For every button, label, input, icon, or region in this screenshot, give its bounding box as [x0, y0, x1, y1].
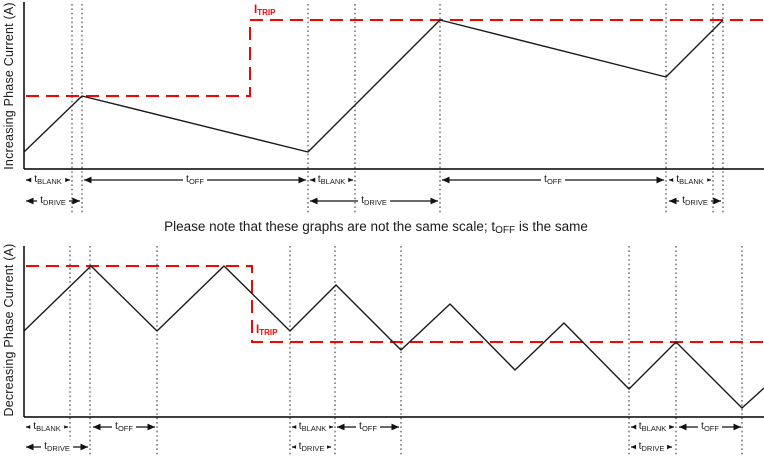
- label-subscript: BLANK: [679, 177, 704, 187]
- label-subscript: BLANK: [37, 177, 62, 187]
- itrip-label: ITRIP: [256, 324, 278, 337]
- t-drive-label: tDRIVE: [635, 440, 668, 454]
- label-base: t: [676, 173, 680, 186]
- label-base: t: [682, 194, 685, 207]
- label-base: t: [544, 173, 547, 186]
- label-base: t: [359, 420, 362, 433]
- label-subscript: TRIP: [259, 328, 278, 337]
- itrip-threshold-line: [26, 265, 764, 343]
- label-base: t: [40, 194, 43, 207]
- t-blank-label: tBLANK: [635, 420, 670, 434]
- label-subscript: BLANK: [36, 424, 61, 434]
- label-base: t: [186, 173, 189, 186]
- t-drive-label: tDRIVE: [358, 194, 390, 208]
- label-subscript: DRIVE: [301, 444, 325, 454]
- phase-current-waveform: [23, 19, 724, 153]
- label-subscript: TRIP: [257, 8, 276, 17]
- scale-note-subscript: OFF: [495, 225, 516, 236]
- t-drive-label: tDRIVE: [41, 440, 73, 454]
- label-base: t: [361, 194, 364, 207]
- label-subscript: OFF: [117, 424, 133, 434]
- t-drive-label: tDRIVE: [295, 440, 328, 454]
- label-subscript: OFF: [188, 177, 204, 187]
- scale-note: Please note that these graphs are not th…: [0, 219, 752, 236]
- label-subscript: DRIVE: [641, 444, 665, 454]
- t-off-label: tOFF: [698, 420, 722, 434]
- label-subscript: OFF: [703, 424, 719, 434]
- label-subscript: OFF: [546, 177, 562, 187]
- t-off-label: tOFF: [183, 173, 207, 187]
- label-subscript: DRIVE: [364, 198, 387, 208]
- t-off-label: tOFF: [541, 173, 565, 187]
- t-blank-label: tBLANK: [30, 420, 64, 434]
- label-base: I: [256, 324, 260, 336]
- itrip-label: ITRIP: [254, 4, 276, 17]
- label-base: I: [254, 4, 258, 16]
- label-subscript: BLANK: [641, 424, 667, 434]
- label-base: t: [34, 173, 38, 186]
- label-subscript: DRIVE: [685, 198, 708, 208]
- label-base: t: [317, 173, 321, 186]
- y-axis-label: Increasing Phase Current (A): [2, 2, 16, 170]
- phase-current-waveform: [23, 265, 764, 409]
- label-subscript: OFF: [361, 424, 377, 434]
- label-base: t: [298, 440, 302, 453]
- label-base: t: [298, 420, 302, 433]
- label-base: t: [33, 420, 37, 433]
- label-subscript: DRIVE: [43, 198, 66, 208]
- t-blank-label: tBLANK: [295, 420, 330, 434]
- label-base: t: [638, 420, 642, 433]
- itrip-threshold-line: [26, 19, 764, 97]
- t-blank-label: tBLANK: [673, 173, 707, 187]
- scale-note-prefix: Please note that these graphs are not th…: [164, 219, 496, 234]
- t-off-label: tOFF: [112, 420, 136, 434]
- label-base: t: [115, 420, 118, 433]
- t-blank-label: tBLANK: [31, 173, 65, 187]
- y-axis-label: Decreasing Phase Current (A): [2, 243, 16, 417]
- label-base: t: [44, 440, 47, 453]
- label-subscript: BLANK: [301, 424, 327, 434]
- label-subscript: BLANK: [320, 177, 346, 187]
- t-drive-label: tDRIVE: [679, 194, 711, 208]
- t-off-label: tOFF: [356, 420, 380, 434]
- label-base: t: [638, 440, 642, 453]
- scale-note-suffix: is the same: [515, 219, 588, 234]
- label-base: t: [701, 420, 704, 433]
- label-subscript: DRIVE: [47, 444, 70, 454]
- t-drive-label: tDRIVE: [37, 194, 69, 208]
- t-blank-label: tBLANK: [314, 173, 349, 187]
